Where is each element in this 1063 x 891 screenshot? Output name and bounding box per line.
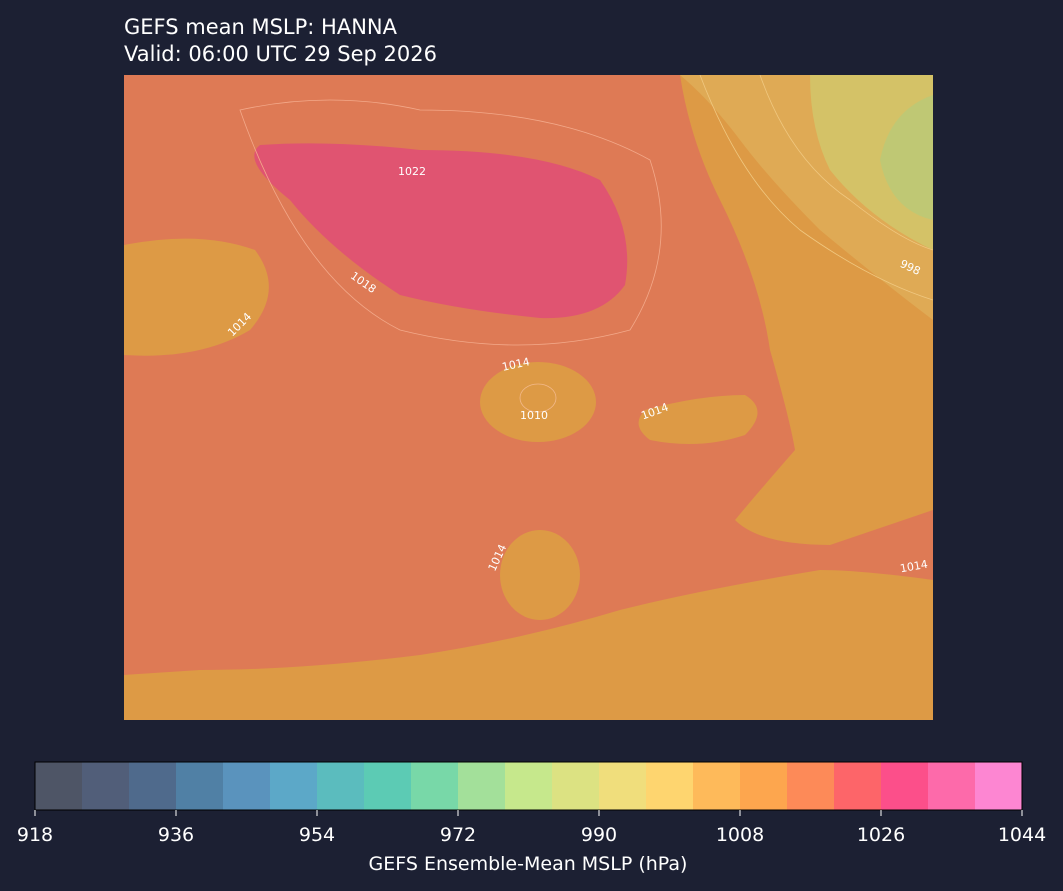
colorbar-tick-label: 918 (17, 824, 53, 846)
colorbar-bin (35, 762, 83, 810)
region-1010 (480, 362, 596, 442)
region-986 (880, 95, 933, 220)
colorbar-bin (646, 762, 694, 810)
colorbar-bin (411, 762, 459, 810)
colorbar-bin (176, 762, 224, 810)
colorbar-bin (505, 762, 553, 810)
contour-label: 1014 (899, 558, 929, 576)
colorbar-bin (975, 762, 1023, 810)
subtitle: Valid: 06:00 UTC 29 Sep 2026 (124, 42, 437, 66)
contour-label: 1014 (501, 355, 531, 374)
colorbar-tick-label: 954 (299, 824, 335, 846)
colorbar-bin (82, 762, 130, 810)
colorbar: 918 936 954 972 990 1008 1026 1044 (17, 761, 1046, 846)
colorbar-tick-label: 1044 (998, 824, 1046, 846)
region-1022 (254, 143, 628, 319)
colorbar-bin (129, 762, 177, 810)
region-left (124, 238, 269, 356)
isobar (239, 99, 662, 346)
colorbar-bin (552, 762, 600, 810)
colorbar-tick-label: 936 (158, 824, 194, 846)
colorbar-tick-label: 1026 (857, 824, 905, 846)
colorbar-bin (317, 762, 365, 810)
colorbar-bin (834, 762, 882, 810)
colorbar-bin (740, 762, 788, 810)
colorbar-frame (34, 761, 1023, 811)
colorbar-label: GEFS Ensemble-Mean MSLP (hPa) (369, 853, 688, 875)
region-right (638, 395, 758, 444)
contour-label: 1022 (398, 165, 426, 178)
colorbar-tick-label: 1008 (716, 824, 764, 846)
colorbar-bin (458, 762, 506, 810)
isobar (519, 383, 557, 413)
colorbar-bin (223, 762, 271, 810)
contour-label: 1010 (520, 409, 548, 422)
colorbar-tick-label: 990 (581, 824, 617, 846)
colorbar-bin (693, 762, 741, 810)
colorbar-bin (599, 762, 647, 810)
isobar (699, 75, 933, 301)
title: GEFS mean MSLP: HANNA (124, 15, 398, 39)
colorbar-bin (364, 762, 412, 810)
colorbar-bin (928, 762, 976, 810)
colorbar-bin (881, 762, 929, 810)
colorbar-bin (270, 762, 318, 810)
colorbar-tick-label: 972 (440, 824, 476, 846)
region-bottom (500, 530, 580, 620)
colorbar-bin (787, 762, 835, 810)
